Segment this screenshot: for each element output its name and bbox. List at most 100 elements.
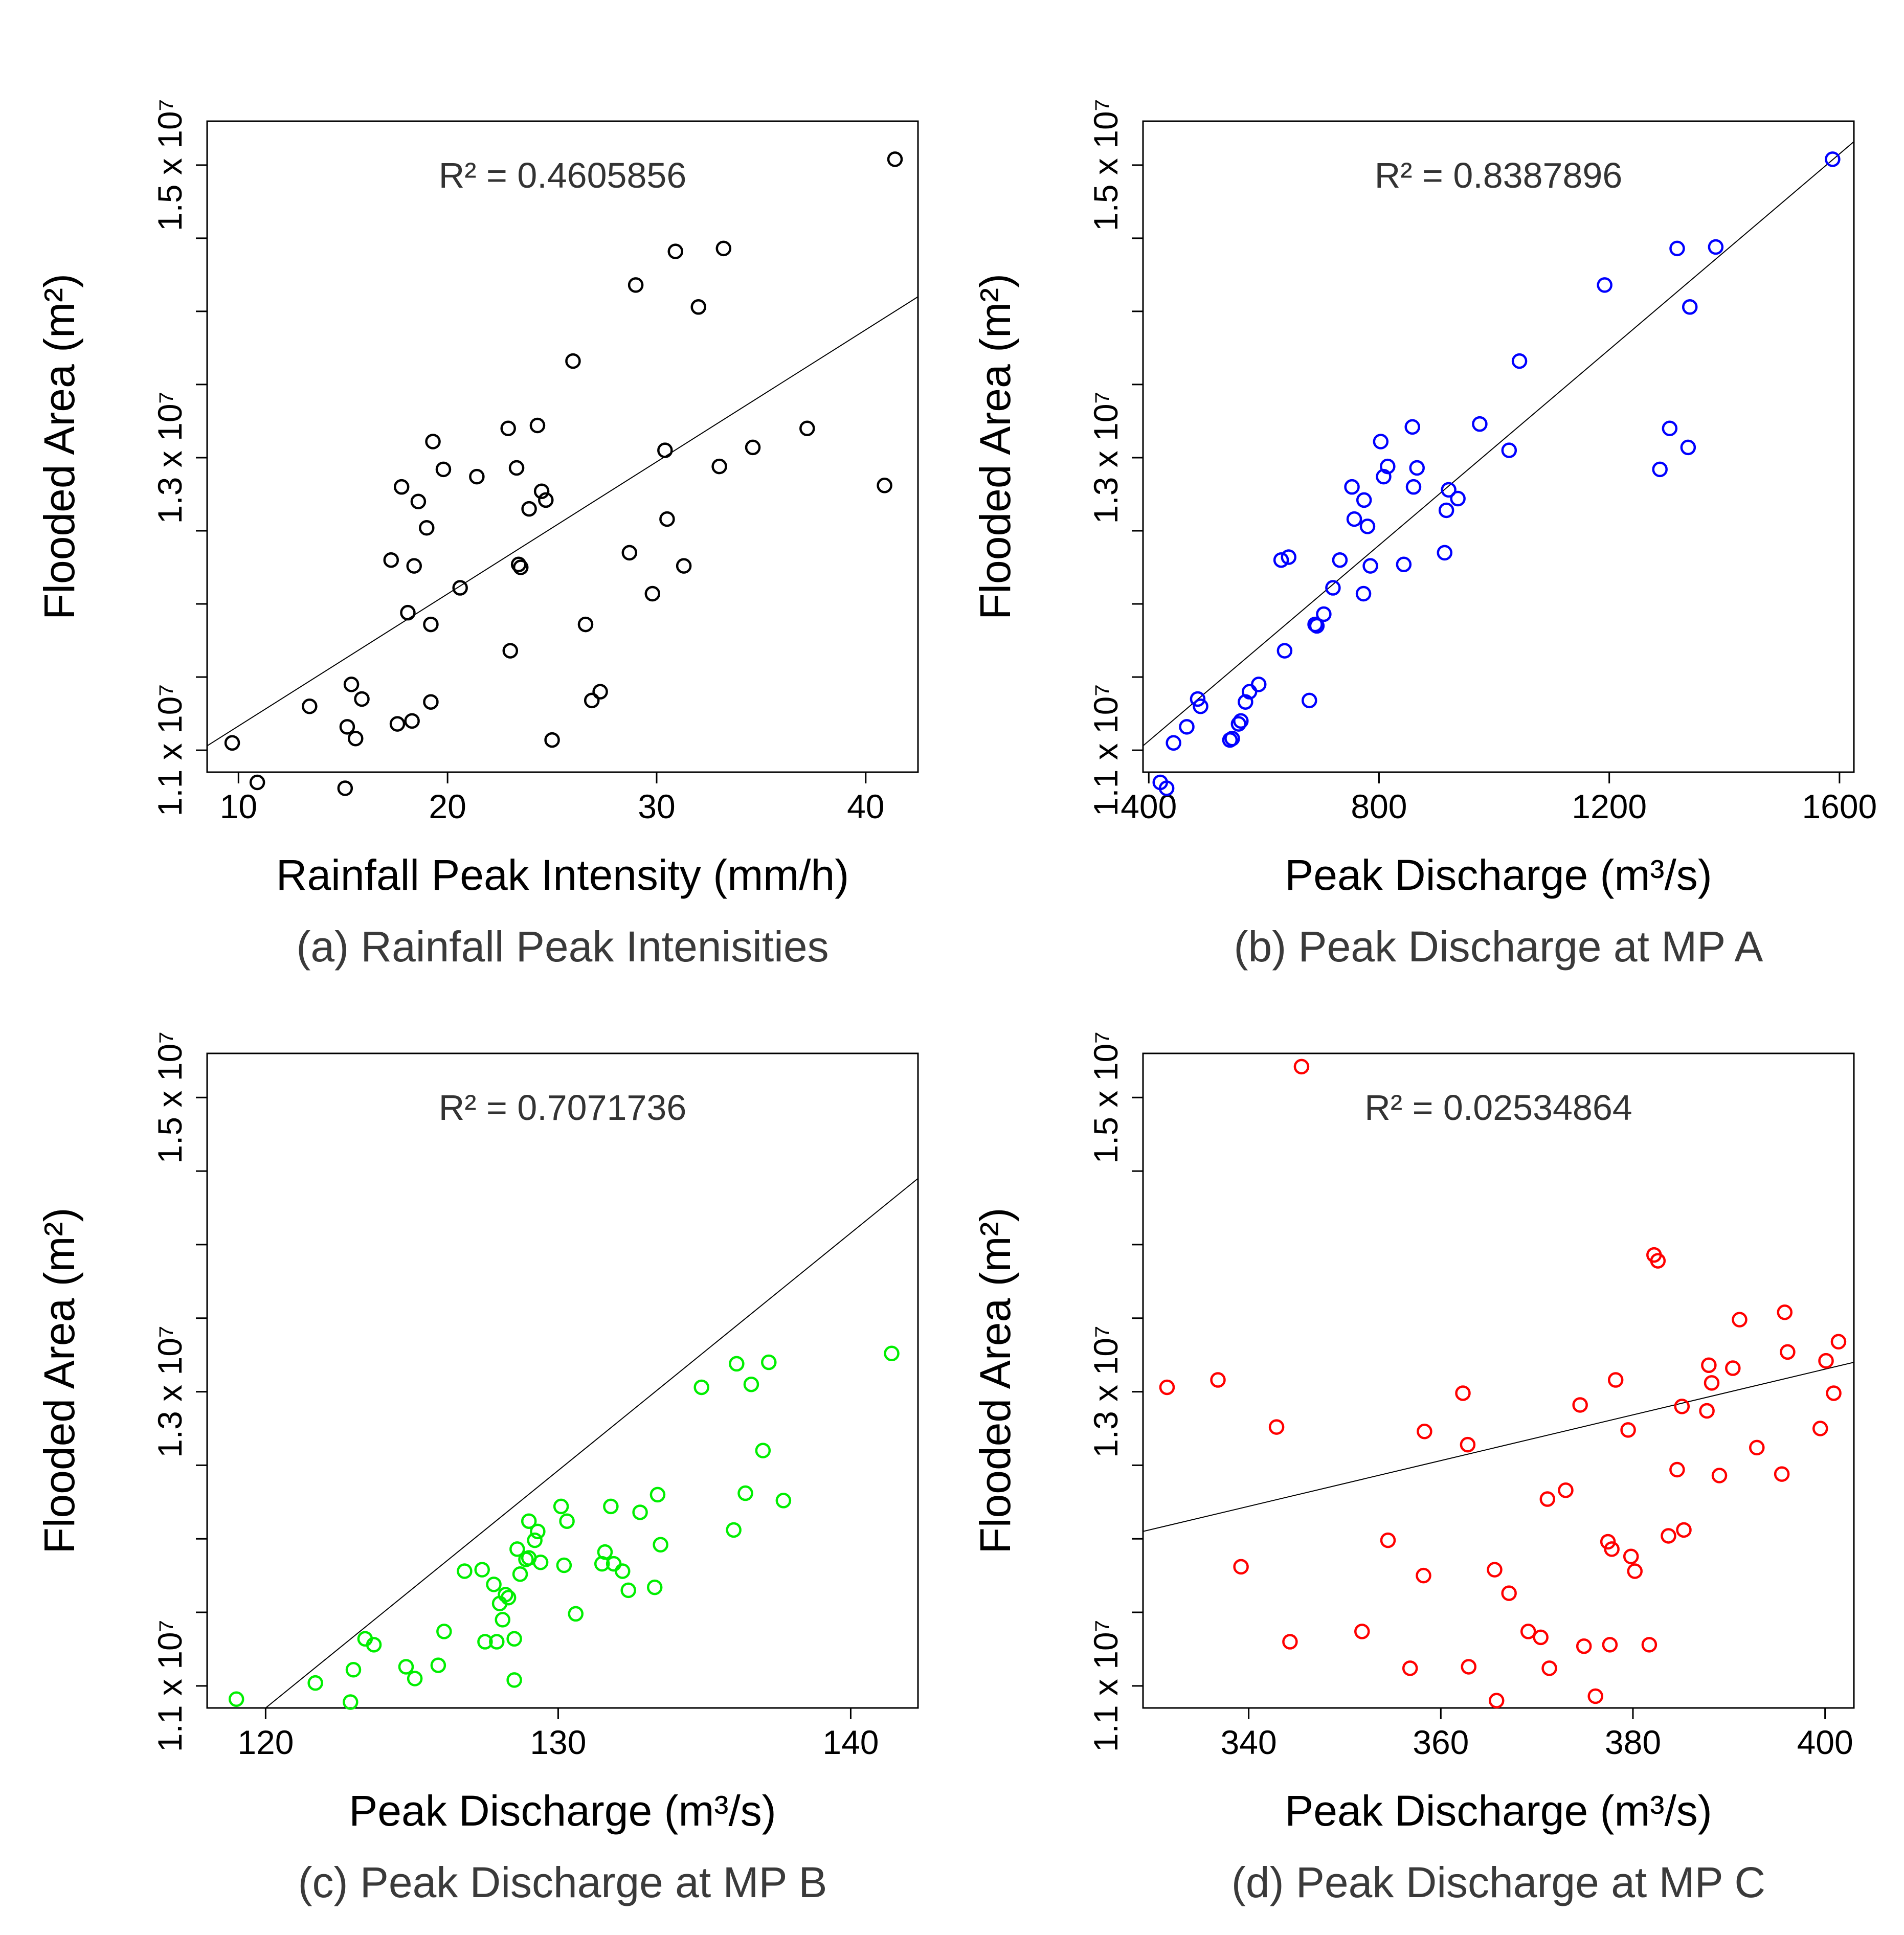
y-tick-label: 1.5 x 10⁷ — [1087, 1031, 1125, 1164]
data-point — [1472, 416, 1488, 432]
data-point — [512, 559, 529, 575]
data-point — [603, 1498, 619, 1515]
data-point — [1460, 1436, 1476, 1453]
data-point — [509, 1541, 525, 1557]
x-tick-label: 30 — [638, 788, 675, 825]
x-tick-label: 40 — [847, 788, 884, 825]
data-point — [1380, 1532, 1396, 1548]
data-point — [584, 692, 600, 709]
data-point — [1158, 780, 1175, 796]
data-point — [1281, 549, 1297, 565]
data-point — [621, 545, 638, 561]
data-point — [425, 434, 441, 449]
data-point — [1711, 1468, 1728, 1483]
y-tick-label: 1.1 x 10⁷ — [151, 1619, 189, 1752]
panel-caption: (a) Rainfall Peak Intenisities — [296, 922, 828, 971]
x-tick-label: 800 — [1351, 788, 1407, 825]
data-point — [1302, 692, 1317, 709]
data-point — [452, 580, 468, 596]
data-point — [1190, 691, 1206, 707]
x-tick-label: 140 — [822, 1723, 879, 1761]
data-point — [1344, 479, 1360, 495]
data-point — [1674, 1399, 1690, 1414]
data-point — [423, 616, 439, 633]
data-point — [348, 730, 364, 747]
data-point — [1362, 558, 1378, 574]
data-point — [615, 1563, 631, 1579]
data-point — [1676, 1522, 1692, 1538]
data-point — [1373, 434, 1389, 449]
data-point — [1704, 1375, 1720, 1391]
data-point — [1159, 1379, 1175, 1396]
data-point — [743, 1376, 759, 1392]
data-point — [1620, 1422, 1636, 1438]
plot-frame — [1142, 1052, 1855, 1709]
x-axis-title: Peak Discharge (m³/s) — [349, 1787, 776, 1835]
data-point — [339, 719, 355, 735]
regression-line — [265, 1178, 918, 1708]
data-point — [538, 492, 554, 508]
y-axis-title: Flooded Area (m²) — [35, 274, 83, 620]
data-point — [1501, 1585, 1517, 1601]
data-point — [1461, 1659, 1477, 1675]
data-point — [568, 1606, 584, 1622]
data-point — [1380, 458, 1396, 475]
data-point — [532, 1554, 549, 1570]
data-point — [1725, 1360, 1741, 1376]
y-tick-label: 1.5 x 10⁷ — [151, 1031, 189, 1164]
y-tick-label: 1.5 x 10⁷ — [151, 99, 189, 231]
panel-discharge-mp-c: 340 360 380 400 1.1 x 10⁷ 1.3 x 10⁷ 1.5 x 10⁷ F… — [971, 1031, 1855, 1906]
data-point — [1558, 1482, 1574, 1498]
data-point — [1682, 299, 1698, 315]
data-point — [761, 1354, 777, 1370]
data-point — [477, 1634, 493, 1650]
data-point — [1405, 479, 1422, 495]
data-point — [366, 1637, 382, 1653]
r-squared-annotation: R² = 0.4605856 — [439, 155, 687, 195]
data-point — [521, 1513, 537, 1529]
data-point — [1652, 461, 1668, 478]
data-point — [1623, 1548, 1639, 1564]
panel-rainfall-intensity: 10 20 30 40 1.1 x 10⁷ 1.3 x 10⁷ 1.5 x 10⁷ Flood… — [35, 99, 919, 971]
data-point — [1501, 442, 1517, 458]
data-point — [1607, 1372, 1624, 1388]
data-point — [530, 1523, 546, 1540]
data-point — [527, 1532, 543, 1548]
data-point — [343, 677, 360, 692]
data-point — [1587, 1688, 1603, 1704]
data-point — [1193, 699, 1208, 714]
x-tick-label: 340 — [1221, 1723, 1277, 1761]
data-point — [1669, 240, 1685, 257]
data-point — [667, 243, 684, 259]
data-point — [1641, 1637, 1657, 1653]
y-tick-label: 1.3 x 10⁷ — [1087, 392, 1125, 524]
data-point — [1438, 502, 1454, 519]
data-point — [1455, 1385, 1471, 1401]
data-point — [659, 511, 675, 527]
data-point — [1520, 1624, 1536, 1639]
plot-frame — [1142, 120, 1855, 773]
data-point — [512, 1566, 528, 1582]
data-point — [1282, 1634, 1298, 1650]
data-point — [406, 558, 422, 574]
data-point — [565, 353, 581, 369]
x-tick-label: 400 — [1797, 1723, 1853, 1761]
data-point — [1597, 277, 1612, 293]
data-point — [887, 151, 903, 167]
data-point — [1602, 1637, 1618, 1653]
y-axis-title: Flooded Area (m²) — [971, 1208, 1019, 1554]
data-point — [1830, 1334, 1847, 1350]
x-tick-label: 120 — [237, 1723, 294, 1761]
data-point — [521, 501, 537, 517]
data-point — [711, 458, 727, 475]
data-point — [1604, 1541, 1620, 1557]
data-point — [1416, 1567, 1431, 1584]
y-tick-label: 1.1 x 10⁷ — [1087, 1619, 1125, 1752]
data-point — [1511, 353, 1528, 369]
y-tick-label: 1.3 x 10⁷ — [151, 392, 189, 524]
data-point — [1669, 1461, 1685, 1478]
x-tick-label: 380 — [1605, 1723, 1661, 1761]
data-point — [1356, 492, 1372, 508]
data-point — [1650, 1253, 1666, 1269]
data-point — [1376, 468, 1392, 485]
